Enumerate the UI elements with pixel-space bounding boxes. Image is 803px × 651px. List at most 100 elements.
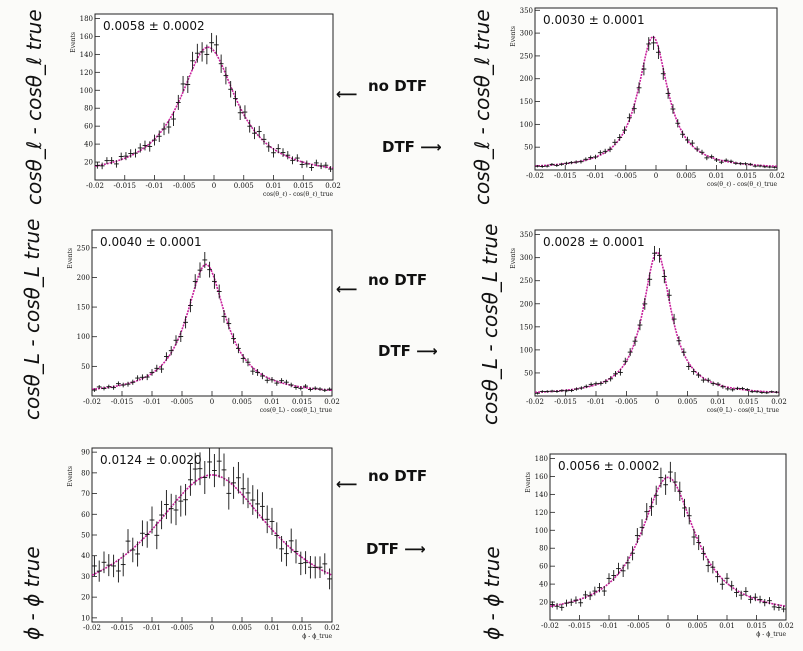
chart-2: 50 100 150 200 250 300 350 -0.02 -0.015 -0.01 -0.0… xyxy=(510,7,785,188)
arrow-left-1: ⟵ xyxy=(336,85,358,103)
y-tick-label: 20 xyxy=(539,599,548,607)
y-tick-label: 150 xyxy=(520,323,533,331)
x-tick-label: 0.02 xyxy=(771,398,787,406)
x-tick-label: -0.015 xyxy=(111,398,133,406)
x-axis-label: ϕ - ϕ_true xyxy=(302,633,332,640)
x-tick-label: -0.015 xyxy=(568,622,590,630)
data-point xyxy=(128,149,134,158)
left-label-1: cosθ_ℓ - cosθ_ℓ true xyxy=(22,9,46,205)
y-tick-label: 140 xyxy=(535,491,548,499)
data-point xyxy=(730,388,736,392)
data-point xyxy=(774,390,779,394)
data-point xyxy=(720,384,726,389)
data-point xyxy=(183,483,188,516)
x-tick-label: 0.02 xyxy=(324,398,340,406)
data-point xyxy=(699,149,705,155)
data-point xyxy=(735,386,740,390)
data-point xyxy=(700,377,706,383)
resolution-label: 0.0028 ± 0.0001 xyxy=(543,235,645,249)
data-point xyxy=(216,284,222,299)
data-point xyxy=(120,382,126,388)
data-point xyxy=(168,346,174,356)
data-point xyxy=(656,45,661,60)
data-point xyxy=(710,561,716,574)
data-point xyxy=(264,377,270,384)
plot-frame xyxy=(91,229,333,397)
data-point xyxy=(188,463,193,496)
data-point xyxy=(705,559,711,573)
x-tick-label: 0 xyxy=(210,398,214,406)
data-point xyxy=(173,494,179,526)
data-point xyxy=(588,155,594,160)
data-point xyxy=(284,541,289,567)
fit-curve xyxy=(91,474,333,576)
data-point xyxy=(255,489,260,519)
data-point xyxy=(245,358,251,367)
x-tick-label: 0.01 xyxy=(710,398,726,406)
x-tick-label: 0.015 xyxy=(738,398,758,406)
data-point xyxy=(634,528,640,544)
data-point xyxy=(588,382,594,387)
arrow-right-icon: ⟶ xyxy=(420,138,442,156)
y-tick-label: 30 xyxy=(81,573,90,581)
data-point xyxy=(744,388,750,392)
data-point xyxy=(554,602,560,610)
data-point xyxy=(252,127,257,140)
data-point xyxy=(639,519,645,536)
data-point xyxy=(686,507,692,525)
data-point xyxy=(593,154,598,160)
data-point xyxy=(164,490,169,520)
data-point xyxy=(194,43,200,63)
data-point xyxy=(328,166,333,173)
data-point xyxy=(670,104,676,114)
y-tick-label: 150 xyxy=(77,304,90,312)
arrow-left-2: ⟵ xyxy=(336,280,358,298)
data-point xyxy=(95,162,100,169)
data-point xyxy=(218,54,224,73)
data-point xyxy=(231,466,236,499)
data-point xyxy=(592,586,598,596)
x-tick-label: -0.005 xyxy=(173,182,195,190)
x-tick-label: 0 xyxy=(212,182,216,190)
data-point xyxy=(202,251,208,268)
chart-panel-2: 50 100 150 200 250 300 350 -0.02 -0.015 -0.01 -0.0… xyxy=(505,0,785,196)
y-tick-label: 20 xyxy=(81,594,90,602)
y-tick-label: 70 xyxy=(81,490,90,498)
data-point xyxy=(539,165,545,168)
data-point xyxy=(116,559,121,583)
data-point xyxy=(288,528,294,554)
data-point xyxy=(202,461,208,495)
data-point xyxy=(606,573,612,584)
data-point xyxy=(573,596,579,604)
data-point xyxy=(728,159,734,163)
data-point xyxy=(96,385,102,389)
data-point xyxy=(204,44,210,65)
data-point xyxy=(671,313,677,325)
data-point xyxy=(304,160,310,168)
x-tick-label: 0.01 xyxy=(264,624,280,632)
y-tick-label: 120 xyxy=(535,509,548,517)
data-point xyxy=(106,384,112,389)
data-point xyxy=(114,160,119,168)
x-tick-label: -0.02 xyxy=(83,624,101,632)
data-point xyxy=(675,119,681,128)
chart-1: 20 40 60 80 100 120 140 160 180 -0.02 -0.015 -0.01 -… xyxy=(70,13,341,198)
arrow-right-icon: ⟶ xyxy=(416,342,438,360)
data-point xyxy=(691,528,697,546)
data-point xyxy=(651,35,656,50)
data-point xyxy=(652,245,657,261)
data-point xyxy=(178,330,184,343)
dtf-label: DTF xyxy=(366,540,399,558)
data-point xyxy=(256,125,262,138)
data-point xyxy=(152,134,157,146)
x-tick-label: 0 xyxy=(655,398,659,406)
data-point xyxy=(216,448,222,478)
data-point xyxy=(668,461,673,483)
x-tick-label: 0 xyxy=(666,622,670,630)
data-point xyxy=(762,599,768,607)
data-point xyxy=(274,522,280,549)
data-point xyxy=(759,391,765,394)
data-point xyxy=(104,157,110,165)
data-point xyxy=(207,261,212,278)
data-point xyxy=(583,590,588,599)
